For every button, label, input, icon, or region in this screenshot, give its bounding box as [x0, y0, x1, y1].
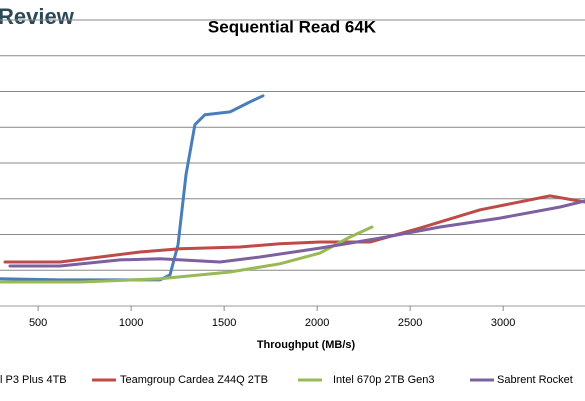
logo: Review: [0, 4, 75, 29]
series-line: [8, 199, 585, 268]
x-tick-label: 2000: [305, 317, 329, 329]
legend-label: l P3 Plus 4TB: [0, 374, 67, 386]
series-line: [3, 194, 585, 264]
x-axis-label: Throughput (MB/s): [257, 339, 356, 351]
legend-label: Sabrent Rocket: [497, 374, 573, 386]
x-tick-label: 500: [29, 317, 47, 329]
chart-title: Sequential Read 64K: [208, 17, 377, 36]
legend-label: Intel 670p 2TB Gen3: [333, 374, 435, 386]
x-tick-label: 1500: [212, 317, 236, 329]
x-tick-label: 2500: [398, 317, 422, 329]
series-line: [0, 225, 374, 284]
x-tick-label: 1000: [119, 317, 143, 329]
x-tick-label: 3000: [491, 317, 515, 329]
legend-label: Teamgroup Cardea Z44Q 2TB: [120, 374, 268, 386]
